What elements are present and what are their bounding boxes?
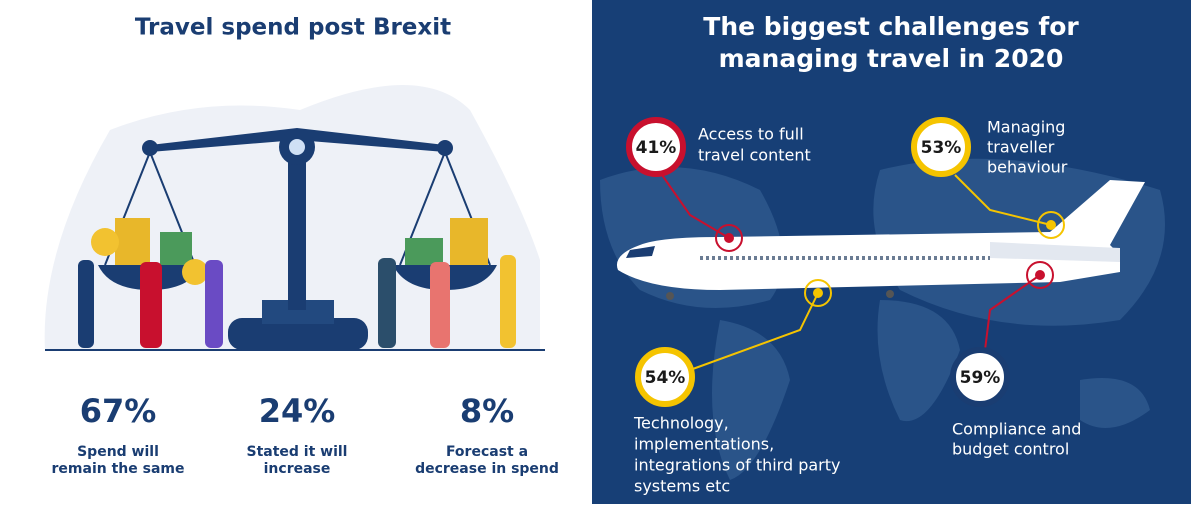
stat-value: 8% <box>460 392 514 430</box>
left-title: Travel spend post Brexit <box>135 15 451 41</box>
stat-label: Spend will <box>77 444 159 460</box>
stat-value: 67% <box>80 392 157 430</box>
challenge-label: traveller <box>987 138 1055 157</box>
badge <box>626 117 686 177</box>
challenge-label: Technology, <box>633 414 729 433</box>
badge-value: 41% <box>636 138 677 158</box>
challenge-label: implementations, <box>634 435 774 454</box>
badge <box>950 347 1010 407</box>
badge-value: 59% <box>960 368 1001 388</box>
stat-label: decrease in spend <box>415 461 559 477</box>
challenge-label: behaviour <box>987 158 1068 177</box>
airplane <box>616 180 1145 300</box>
badge-value: 53% <box>921 138 962 158</box>
stat-label: remain the same <box>52 461 185 477</box>
stat-value: 24% <box>259 392 336 430</box>
challenge-label: travel content <box>698 146 811 165</box>
challenges: 41% Access to full travel content 53% Managi… <box>626 117 1081 496</box>
scale-illustration <box>44 85 545 351</box>
stat-label: Stated it will <box>246 444 347 460</box>
challenge-label: budget control <box>952 440 1069 459</box>
challenge-label: Compliance and <box>952 420 1081 439</box>
badge-value: 54% <box>645 368 686 388</box>
challenge-label: Access to full <box>698 125 804 144</box>
badge <box>635 347 695 407</box>
right-title-line: managing travel in 2020 <box>719 44 1064 73</box>
right-title-line: The biggest challenges for <box>703 12 1079 41</box>
stat-label: increase <box>264 461 331 477</box>
stat-label: Forecast a <box>446 444 528 460</box>
challenge-label: integrations of third party <box>634 456 841 475</box>
challenge-label: Managing <box>987 118 1065 137</box>
challenge-label: systems etc <box>634 477 730 496</box>
leader-lines <box>661 174 1065 371</box>
badge <box>911 117 971 177</box>
